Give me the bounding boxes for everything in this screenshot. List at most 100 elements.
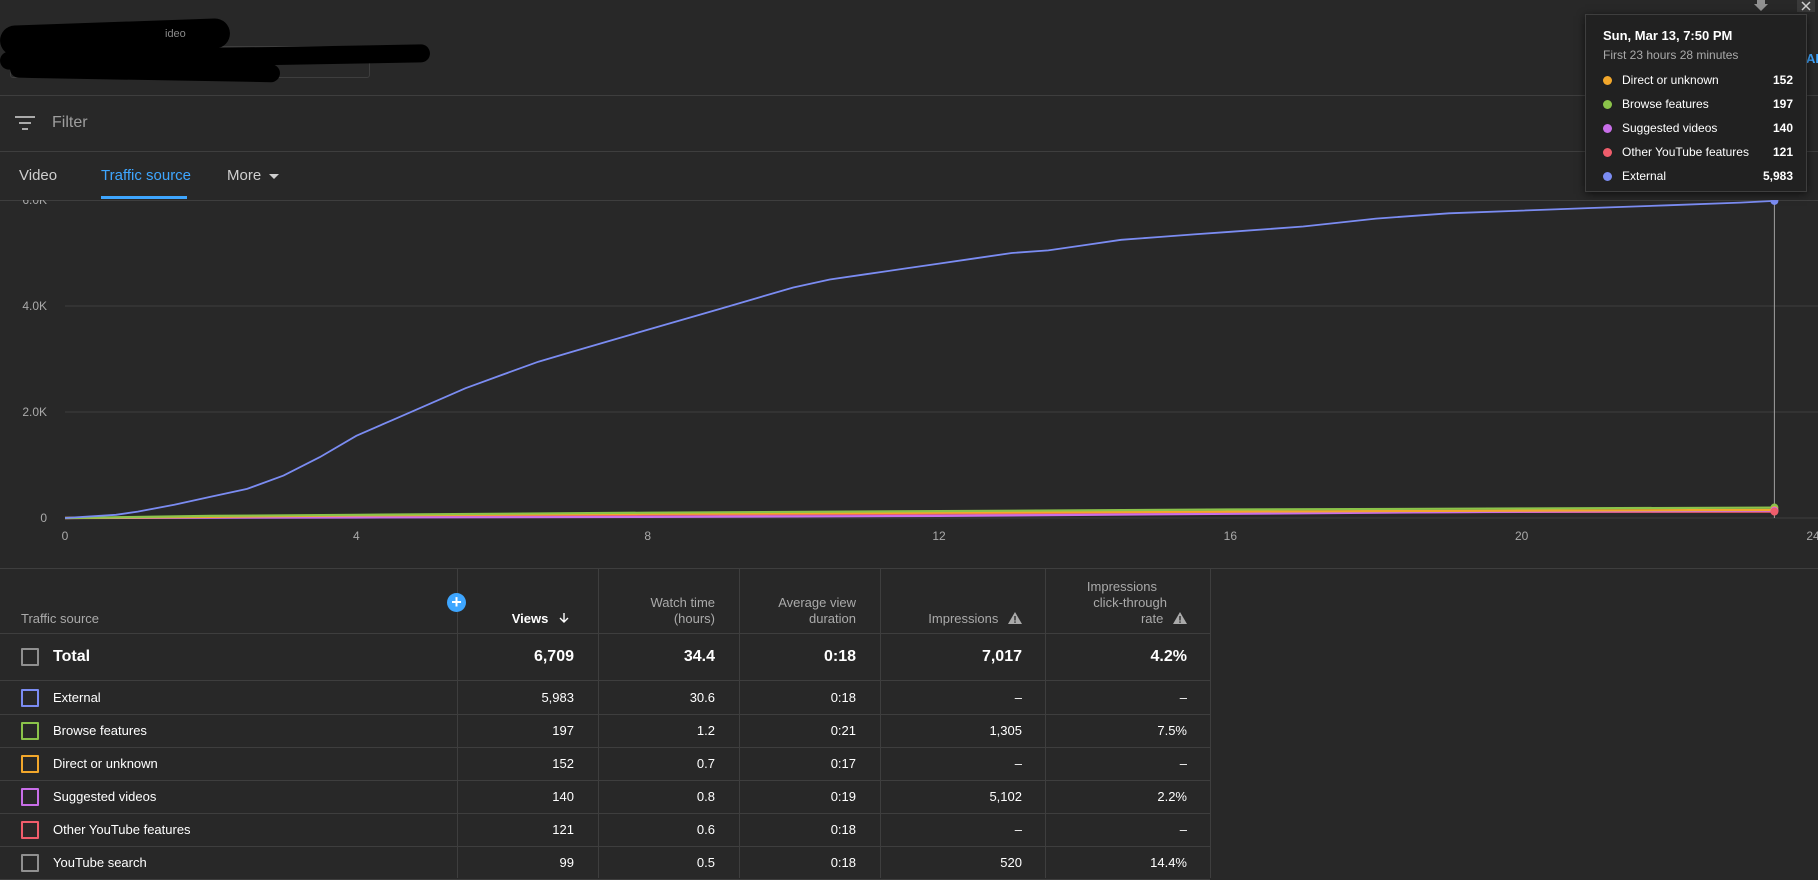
line-chart[interactable]: 0 2.0K 4.0K 6.0K 0 4 8 12 16 20 24 xyxy=(0,193,1818,568)
header-ctr-line3-label: rate xyxy=(1140,611,1164,626)
row-name[interactable]: Browse features xyxy=(53,723,147,738)
channel-text: ideo xyxy=(165,28,186,40)
table-row: External 5,983 30.6 0:18 – – xyxy=(0,681,1210,714)
tooltip-row-value: 197 xyxy=(1772,97,1793,111)
row-checkbox[interactable] xyxy=(21,788,39,806)
cell-views: 6,709 xyxy=(533,648,574,665)
cell-ctr: 4.2% xyxy=(1150,648,1187,665)
tooltip-row-name: External xyxy=(1622,169,1667,183)
cell-impressions: – xyxy=(1014,690,1022,705)
table-row: Other YouTube features 121 0.6 0:18 – – xyxy=(0,813,1210,846)
row-name[interactable]: Direct or unknown xyxy=(53,756,158,771)
add-metric-button[interactable]: + xyxy=(447,593,466,612)
column-divider xyxy=(1210,569,1211,878)
cell-views: 140 xyxy=(552,789,574,804)
tooltip-row: Direct or unknown 152 xyxy=(1603,73,1793,89)
header-ctr-line3: rate xyxy=(1047,611,1187,627)
row-name[interactable]: Other YouTube features xyxy=(53,822,191,837)
header-watch-time[interactable]: Watch time (hours) xyxy=(600,595,715,627)
x-tick-label: 20 xyxy=(1515,529,1529,543)
cell-impressions: 1,305 xyxy=(989,723,1022,738)
chart-tooltip: Sun, Mar 13, 7:50 PM First 23 hours 28 m… xyxy=(1585,14,1807,192)
table-row-total: Total 6,709 34.4 0:18 7,017 4.2% xyxy=(0,634,1210,680)
table-row: YouTube search 99 0.5 0:18 520 14.4% xyxy=(0,846,1210,879)
cell-views: 121 xyxy=(552,822,574,837)
tab-more[interactable]: More xyxy=(227,167,280,184)
header-views[interactable]: Views xyxy=(470,611,570,627)
hover-point xyxy=(1770,196,1779,205)
header-avg-view-duration[interactable]: Average view duration xyxy=(741,595,856,627)
cell-impressions: 7,017 xyxy=(981,648,1022,665)
cell-watch-time: 0.8 xyxy=(696,789,715,804)
row-name[interactable]: YouTube search xyxy=(53,855,147,870)
warning-icon[interactable] xyxy=(1008,612,1022,624)
cell-avg-duration: 0:18 xyxy=(823,648,856,665)
row-divider xyxy=(0,714,1210,715)
cell-ctr: 14.4% xyxy=(1150,855,1187,870)
filter-icon[interactable] xyxy=(15,115,35,131)
warning-icon[interactable] xyxy=(1173,612,1187,624)
cell-ctr: – xyxy=(1179,690,1187,705)
cell-watch-time: 0.5 xyxy=(696,855,715,870)
y-tick-label: 0 xyxy=(40,511,47,525)
header-impressions[interactable]: Impressions xyxy=(882,611,1022,627)
download-icon[interactable] xyxy=(1753,0,1769,12)
hover-point xyxy=(1770,507,1779,516)
cell-views: 5,983 xyxy=(541,690,574,705)
row-divider xyxy=(0,780,1210,781)
column-divider xyxy=(880,569,881,878)
header-impressions-label: Impressions xyxy=(928,611,999,626)
row-name[interactable]: External xyxy=(53,690,101,705)
row-checkbox[interactable] xyxy=(21,722,39,740)
header-ctr-line2: click-through xyxy=(1093,595,1167,610)
tooltip-row-name: Browse features xyxy=(1622,97,1709,111)
row-divider xyxy=(0,747,1210,748)
legend-dot xyxy=(1603,172,1612,181)
cell-views: 152 xyxy=(552,756,574,771)
row-checkbox[interactable] xyxy=(21,854,39,872)
header-watch-time-line1: Watch time xyxy=(650,595,715,610)
cell-watch-time: 30.6 xyxy=(689,690,715,705)
tooltip-row: External 5,983 xyxy=(1603,169,1793,185)
tab-traffic-source[interactable]: Traffic source xyxy=(101,167,192,184)
x-tick-label: 8 xyxy=(644,529,651,543)
header-watch-time-line2: (hours) xyxy=(673,611,715,626)
cell-watch-time: 1.2 xyxy=(696,723,715,738)
row-name[interactable]: Suggested videos xyxy=(53,789,157,804)
filter-input[interactable]: Filter xyxy=(52,114,88,131)
header-ctr[interactable]: Impressions click-through rate xyxy=(1047,579,1187,627)
legend-dot xyxy=(1603,100,1612,109)
cell-ctr: – xyxy=(1179,822,1187,837)
row-checkbox[interactable] xyxy=(21,755,39,773)
cell-ctr: 2.2% xyxy=(1157,789,1187,804)
cell-avg-duration: 0:17 xyxy=(830,756,856,771)
row-checkbox[interactable] xyxy=(21,821,39,839)
header-avd-line1: Average view xyxy=(778,595,856,610)
row-divider xyxy=(0,846,1210,847)
tooltip-row: Suggested videos 140 xyxy=(1603,121,1793,137)
row-checkbox[interactable] xyxy=(21,689,39,707)
row-name: Total xyxy=(53,648,91,665)
cell-impressions: 520 xyxy=(1000,855,1022,870)
header-traffic-source[interactable]: Traffic source xyxy=(21,611,100,626)
row-checkbox[interactable] xyxy=(21,648,39,666)
sort-down-icon xyxy=(559,613,569,623)
header-ctr-line1: Impressions xyxy=(1086,579,1157,594)
close-icon[interactable] xyxy=(1797,0,1815,12)
edge-text: AF xyxy=(1806,51,1818,66)
filter-bar[interactable]: Filter xyxy=(0,95,1818,152)
table-row: Direct or unknown 152 0.7 0:17 – – xyxy=(0,747,1210,780)
tooltip-row-value: 140 xyxy=(1772,121,1793,135)
tooltip-row-name: Other YouTube features xyxy=(1622,145,1749,159)
cell-avg-duration: 0:18 xyxy=(830,690,856,705)
tab-more-label: More xyxy=(227,167,262,184)
tooltip-row: Browse features 197 xyxy=(1603,97,1793,113)
row-divider xyxy=(0,813,1210,814)
cell-impressions: – xyxy=(1014,756,1022,771)
header-views-label: Views xyxy=(511,611,549,626)
tooltip-row-value: 121 xyxy=(1772,145,1793,159)
tooltip-subtitle: First 23 hours 28 minutes xyxy=(1603,48,1739,62)
traffic-source-table: Traffic source + Views Watch time (hours… xyxy=(0,568,1818,880)
tab-video[interactable]: Video xyxy=(19,167,58,184)
series-line xyxy=(64,200,1775,519)
